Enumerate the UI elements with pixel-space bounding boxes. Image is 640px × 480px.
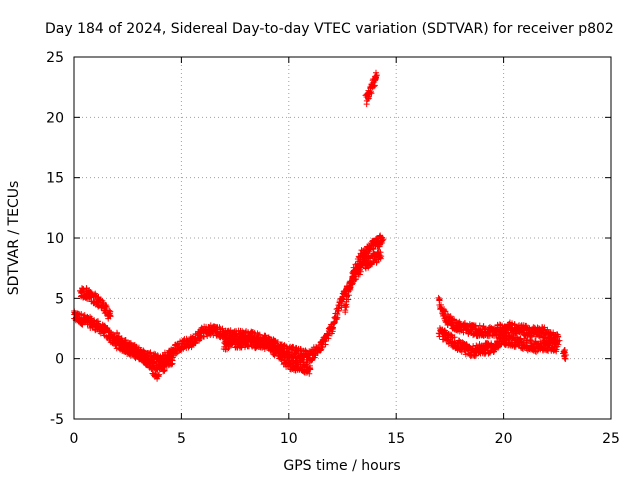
x-tick-label: 15 bbox=[387, 431, 405, 447]
data-point bbox=[342, 309, 349, 316]
y-tick-label: -5 bbox=[50, 412, 64, 428]
data-point bbox=[138, 353, 145, 360]
data-point bbox=[289, 360, 296, 367]
data-point bbox=[325, 332, 332, 339]
y-tick-label: 10 bbox=[46, 231, 64, 247]
data-point bbox=[438, 301, 445, 308]
data-point bbox=[379, 237, 386, 244]
data-band bbox=[71, 248, 385, 369]
x-axis-title: GPS time / hours bbox=[283, 458, 400, 474]
data-point bbox=[352, 271, 359, 278]
data-band bbox=[435, 325, 561, 359]
y-tick-label: 15 bbox=[46, 171, 64, 187]
data-point bbox=[373, 72, 380, 79]
data-point bbox=[348, 280, 355, 287]
data-point bbox=[365, 94, 372, 101]
data-point bbox=[353, 266, 360, 273]
data-point bbox=[371, 82, 378, 89]
x-tick-label: 0 bbox=[70, 431, 79, 447]
x-tick-label: 20 bbox=[495, 431, 513, 447]
data-point bbox=[372, 75, 379, 82]
data-point bbox=[324, 332, 331, 339]
data-point bbox=[348, 279, 355, 286]
data-point bbox=[195, 337, 202, 344]
data-point bbox=[463, 341, 470, 348]
chart-title: Day 184 of 2024, Sidereal Day-to-day VTE… bbox=[45, 21, 614, 37]
data-point bbox=[210, 332, 217, 339]
y-tick-label: 25 bbox=[46, 50, 64, 66]
y-tick-label: 0 bbox=[55, 352, 64, 368]
data-point bbox=[345, 296, 352, 303]
data-point bbox=[127, 349, 134, 356]
data-points bbox=[71, 69, 569, 382]
data-point bbox=[168, 361, 175, 368]
data-point bbox=[366, 246, 373, 253]
data-point bbox=[192, 340, 199, 347]
data-point bbox=[562, 352, 569, 359]
data-point bbox=[251, 335, 258, 342]
data-point bbox=[347, 286, 354, 293]
data-point bbox=[306, 370, 313, 377]
data-point bbox=[502, 332, 509, 339]
data-point bbox=[318, 346, 325, 353]
data-point bbox=[335, 305, 342, 312]
data-band bbox=[77, 285, 114, 322]
data-point bbox=[122, 336, 129, 343]
data-point bbox=[156, 371, 163, 378]
data-band bbox=[220, 334, 314, 377]
y-tick-label: 5 bbox=[55, 291, 64, 307]
data-point bbox=[555, 333, 562, 340]
data-point bbox=[368, 90, 375, 97]
data-point bbox=[448, 331, 455, 338]
data-point bbox=[554, 343, 561, 350]
data-point bbox=[357, 260, 364, 267]
data-point bbox=[197, 332, 204, 339]
data-point bbox=[377, 249, 384, 256]
data-point bbox=[173, 350, 180, 357]
data-point bbox=[123, 339, 130, 346]
data-point bbox=[365, 95, 372, 102]
data-point bbox=[201, 333, 208, 340]
y-tick-label: 20 bbox=[46, 110, 64, 126]
data-point bbox=[169, 360, 176, 367]
data-point bbox=[329, 324, 336, 331]
data-point bbox=[371, 83, 378, 90]
data-point bbox=[377, 254, 384, 261]
data-band bbox=[341, 232, 387, 316]
data-point bbox=[106, 307, 113, 314]
data-point bbox=[141, 351, 148, 358]
x-tick-label: 10 bbox=[280, 431, 298, 447]
data-band bbox=[362, 69, 380, 108]
data-point bbox=[169, 354, 176, 361]
ticks bbox=[73, 56, 612, 420]
data-point bbox=[147, 349, 154, 356]
data-point bbox=[378, 253, 385, 260]
data-point bbox=[103, 303, 110, 310]
data-point bbox=[350, 274, 357, 281]
tick-labels: 0 5 10 15 20 25 -5 0 5 10 15 20 25 bbox=[46, 50, 620, 447]
data-point bbox=[526, 336, 533, 343]
x-tick-label: 25 bbox=[602, 431, 620, 447]
data-band bbox=[113, 329, 176, 382]
data-point bbox=[150, 363, 157, 370]
data-point bbox=[380, 236, 387, 243]
data-point bbox=[331, 320, 338, 327]
y-axis-title: SDTVAR / TECUs bbox=[6, 181, 22, 296]
x-tick-label: 5 bbox=[177, 431, 186, 447]
data-point bbox=[161, 367, 168, 374]
data-point bbox=[553, 348, 560, 355]
data-point bbox=[290, 344, 297, 351]
data-point bbox=[307, 366, 314, 373]
data-point bbox=[541, 324, 548, 331]
data-point bbox=[107, 313, 114, 320]
data-point bbox=[284, 354, 291, 361]
data-band bbox=[560, 346, 569, 362]
data-point bbox=[436, 297, 443, 304]
data-point bbox=[232, 337, 239, 344]
data-point bbox=[556, 337, 563, 344]
data-point bbox=[552, 338, 559, 345]
data-point bbox=[353, 265, 360, 272]
